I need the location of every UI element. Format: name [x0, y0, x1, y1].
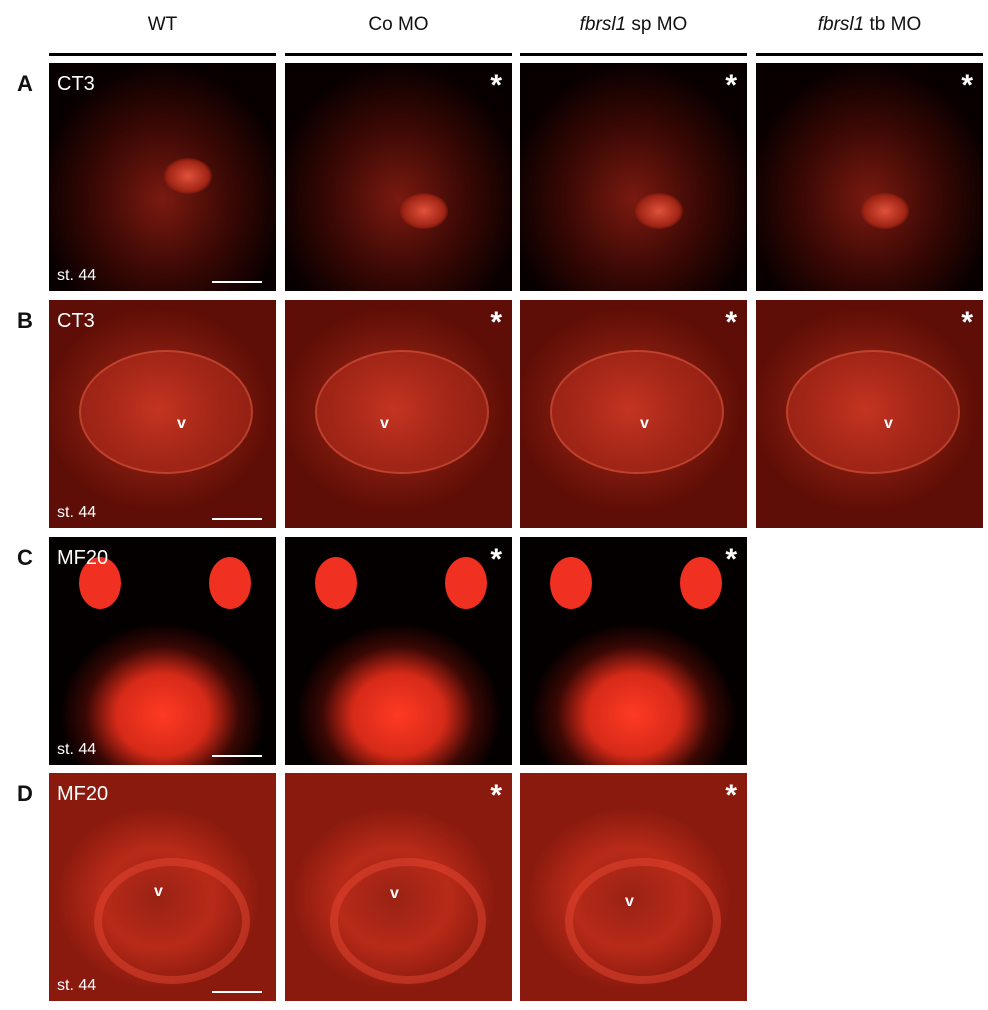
eye-signal [445, 557, 487, 609]
scale-bar [212, 281, 262, 283]
asterisk-mark: * [490, 69, 502, 102]
micrograph-b-3: * v [520, 300, 747, 528]
micrograph-d-1: MF20 st. 44 v [49, 773, 276, 1001]
gene-name: fbrsl1 [579, 14, 627, 35]
stage-label: st. 44 [57, 504, 97, 521]
eye-signal [315, 557, 357, 609]
ventricle-label: v [640, 415, 649, 432]
asterisk-mark: * [725, 543, 737, 576]
stain-label: MF20 [57, 783, 109, 805]
micrograph-c-3: * [520, 537, 747, 765]
micrograph-c-1: MF20 st. 44 [49, 537, 276, 765]
heart-signal [164, 158, 212, 194]
scale-bar [212, 518, 262, 520]
heart-signal [635, 193, 683, 229]
asterisk-mark: * [961, 306, 973, 339]
ventricle-label: v [884, 415, 893, 432]
ventricle-label: v [390, 885, 399, 902]
stain-label: MF20 [57, 547, 109, 569]
asterisk-mark: * [490, 779, 502, 812]
scale-bar [212, 755, 262, 757]
micrograph-c-2: * [285, 537, 512, 765]
row-label: A [17, 71, 33, 96]
stage-label: st. 44 [57, 741, 97, 758]
heart-outline [330, 858, 486, 984]
micrograph-d-2: * v [285, 773, 512, 1001]
micrograph-a-4: * [756, 63, 983, 291]
micrograph-b-4: * v [756, 300, 983, 528]
asterisk-mark: * [961, 69, 973, 102]
stain-label: CT3 [57, 310, 95, 332]
heart-outline [315, 350, 489, 474]
heart-outline [550, 350, 724, 474]
micrograph-a-2: * [285, 63, 512, 291]
header-divider [756, 53, 983, 56]
heart-signal [861, 193, 909, 229]
heart-signal [400, 193, 448, 229]
heart-outline [94, 858, 250, 984]
row-label: B [17, 308, 33, 333]
row-label: D [17, 781, 33, 806]
micrograph-b-2: * v [285, 300, 512, 528]
asterisk-mark: * [490, 543, 502, 576]
eye-signal [79, 557, 121, 609]
ventricle-label: v [177, 415, 186, 432]
eye-signal [550, 557, 592, 609]
micrograph-d-3: * v [520, 773, 747, 1001]
micrograph-a-1: CT3 st. 44 [49, 63, 276, 291]
heart-outline [79, 350, 253, 474]
ventricle-label: v [625, 893, 634, 910]
header-suffix: tb MO [864, 14, 922, 35]
header-divider [285, 53, 512, 56]
stage-label: st. 44 [57, 977, 97, 994]
header-sp-mo: fbrsl1 sp MO [520, 14, 747, 36]
stain-label: CT3 [57, 73, 95, 95]
asterisk-mark: * [725, 306, 737, 339]
header-divider [49, 53, 276, 56]
eye-signal [209, 557, 251, 609]
header-suffix: sp MO [626, 14, 688, 35]
header-co-mo: Co MO [368, 14, 429, 35]
asterisk-mark: * [490, 306, 502, 339]
scale-bar [212, 991, 262, 993]
heart-outline [565, 858, 721, 984]
header-tb-mo: fbrsl1 tb MO [756, 14, 983, 36]
header-wt: WT [147, 14, 178, 35]
heart-outline [786, 350, 960, 474]
ventricle-label: v [380, 415, 389, 432]
gene-name: fbrsl1 [817, 14, 865, 35]
header-divider [520, 53, 747, 56]
asterisk-mark: * [725, 69, 737, 102]
micrograph-b-1: CT3 st. 44 v [49, 300, 276, 528]
row-label: C [17, 545, 33, 570]
asterisk-mark: * [725, 779, 737, 812]
eye-signal [680, 557, 722, 609]
micrograph-a-3: * [520, 63, 747, 291]
ventricle-label: v [154, 883, 163, 900]
stage-label: st. 44 [57, 267, 97, 284]
